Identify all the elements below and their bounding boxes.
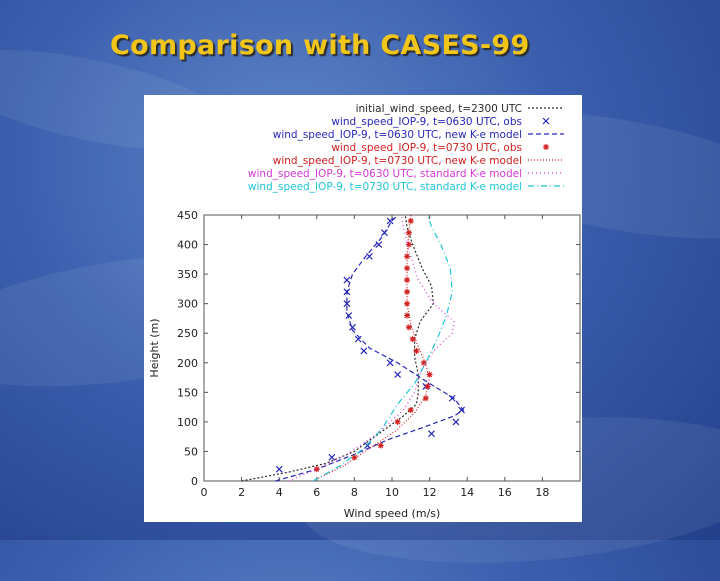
legend-label: wind_speed_IOP-9, t=0730 UTC, new K-e mo… (273, 155, 522, 167)
data-point (328, 453, 336, 461)
series-6 (288, 214, 455, 482)
y-tick-label: 0 (191, 475, 198, 488)
data-point (375, 241, 383, 248)
x-tick-label: 0 (201, 486, 208, 499)
legend: initial_wind_speed, t=2300 UTCwind_speed… (248, 103, 564, 193)
data-point (405, 229, 412, 236)
y-tick-label: 100 (177, 416, 198, 429)
legend-label: wind_speed_IOP-9, t=0630 UTC, standard K… (248, 168, 522, 180)
data-point (313, 466, 320, 473)
legend-label: wind_speed_IOP-9, t=0730 UTC, standard K… (248, 181, 522, 193)
data-point (366, 252, 373, 260)
x-tick-label: 8 (351, 486, 358, 499)
data-point (424, 383, 431, 390)
series-line (241, 214, 435, 482)
data-point (405, 241, 412, 248)
y-axis: 0 50 100 150 200 250 300 350 400 450 (177, 209, 580, 488)
y-tick-label: 250 (177, 327, 198, 340)
data-point (354, 335, 362, 343)
legend-label: wind_speed_IOP-9, t=0630 UTC, obs (331, 116, 522, 128)
y-tick-label: 200 (177, 357, 198, 370)
legend-label: wind_speed_IOP-9, t=0630 UTC, new K-e mo… (273, 129, 522, 141)
series-4 (313, 217, 433, 473)
data-point (407, 407, 414, 414)
legend-label: wind_speed_IOP-9, t=0730 UTC, obs (331, 142, 522, 154)
data-point (428, 430, 435, 438)
data-point (404, 253, 411, 260)
series-2 (275, 217, 465, 473)
data-point (394, 371, 402, 379)
y-tick-label: 300 (177, 298, 198, 311)
plot-frame (203, 214, 581, 482)
data-point (543, 144, 549, 150)
x-tick-label: 10 (385, 486, 399, 499)
data-point (420, 359, 427, 366)
data-point (360, 347, 368, 355)
data-point (413, 347, 420, 354)
slide-title: Comparison with CASES-99 (110, 30, 530, 61)
y-tick-label: 450 (177, 209, 198, 222)
data-point (343, 300, 351, 308)
y-tick-label: 400 (177, 239, 198, 252)
data-point (407, 217, 414, 224)
y-axis-label: Height (m) (148, 318, 161, 377)
data-point (377, 442, 384, 449)
data-point (386, 359, 394, 367)
x-axis: 0 2 4 6 8 10 12 14 16 18 (201, 215, 549, 499)
y-tick-label: 350 (177, 268, 198, 281)
x-tick-label: 12 (423, 486, 437, 499)
data-point (404, 300, 411, 307)
y-tick-label: 150 (177, 386, 198, 399)
wind-profile-chart: initial_wind_speed, t=2300 UTCwind_speed… (148, 103, 581, 520)
data-point (404, 277, 411, 284)
data-point (404, 265, 411, 272)
data-point (405, 324, 412, 331)
data-point (404, 312, 411, 319)
series-line (288, 214, 455, 482)
y-tick-label: 50 (184, 445, 198, 458)
x-tick-label: 16 (498, 486, 512, 499)
data-point (422, 395, 429, 402)
x-tick-label: 18 (535, 486, 549, 499)
data-point (394, 418, 401, 425)
series-line (312, 214, 431, 482)
data-point (458, 406, 465, 414)
data-point (426, 371, 433, 378)
x-tick-label: 14 (460, 486, 474, 499)
data-point (404, 288, 411, 295)
data-point (275, 465, 283, 473)
x-tick-label: 4 (276, 486, 283, 499)
series-7 (312, 214, 453, 482)
series-line (275, 214, 465, 482)
data-point (409, 336, 416, 343)
x-tick-label: 6 (313, 486, 320, 499)
series-1 (241, 214, 435, 482)
x-tick-label: 2 (238, 486, 245, 499)
series-line (312, 214, 453, 482)
x-axis-label: Wind speed (m/s) (344, 507, 441, 520)
data-point (345, 312, 353, 319)
data-point (386, 217, 394, 225)
chart-panel: initial_wind_speed, t=2300 UTC wind_speed… (144, 95, 582, 522)
data-point (542, 117, 550, 125)
series-3 (275, 214, 465, 482)
series-5 (312, 214, 431, 482)
data-point (343, 276, 351, 284)
data-point (452, 418, 460, 426)
data-point (351, 454, 358, 461)
series-area (241, 214, 465, 482)
legend-label: initial_wind_speed, t=2300 UTC (356, 103, 522, 115)
